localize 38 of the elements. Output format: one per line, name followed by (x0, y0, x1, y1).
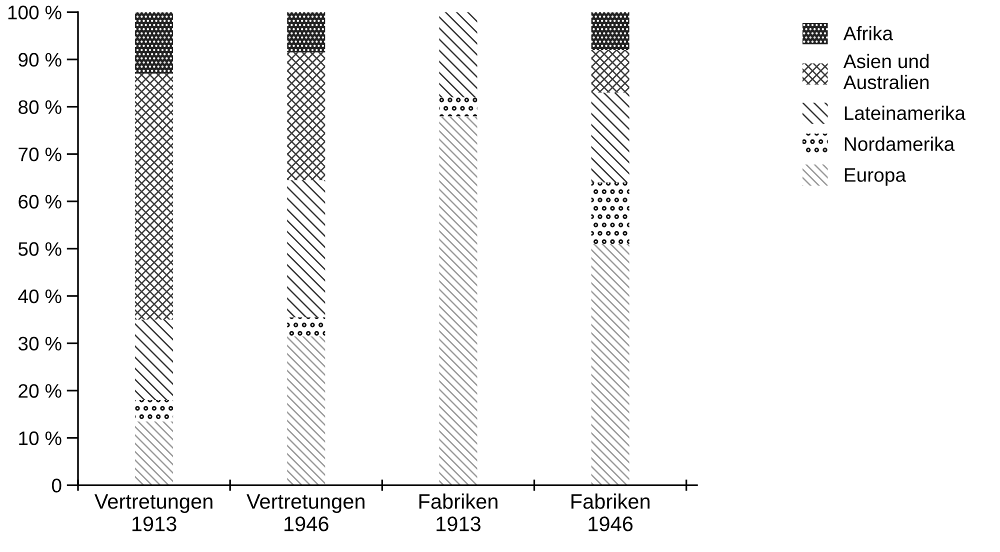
bar (135, 421, 174, 486)
x-tick-label: Fabriken 1913 (419, 494, 498, 532)
bar (591, 12, 630, 50)
legend-label: Lateinamerika (844, 106, 966, 120)
bar (287, 52, 326, 180)
y-tick-label: 90 % (18, 52, 62, 67)
bar (287, 317, 326, 336)
bar (287, 12, 326, 52)
bar (439, 12, 478, 98)
x-tick-label: Fabriken 1946 (571, 494, 650, 532)
legend-label: Europa (844, 168, 906, 186)
bar (591, 182, 630, 244)
legend-label: Nordamerika (844, 136, 955, 151)
legend-label: Asien und Australien (843, 54, 929, 90)
bar (439, 97, 478, 116)
x-tick-label: Vertretungen 1913 (94, 494, 212, 532)
bar (135, 400, 174, 422)
bar (439, 116, 478, 486)
y-tick-label: 40 % (18, 289, 62, 304)
bar (591, 92, 630, 182)
legend-label: Afrika (843, 26, 894, 40)
bar (591, 50, 630, 93)
y-tick-label: 70 % (18, 148, 62, 162)
y-tick-label: 20 % (18, 384, 62, 398)
y-tick-label: 100 % (8, 6, 62, 20)
bar (591, 244, 630, 486)
x-tick-label: Vertretungen 1946 (246, 494, 364, 532)
y-tick-label: 60 % (18, 194, 62, 209)
bar (287, 180, 326, 318)
bar (135, 12, 174, 74)
bar (135, 320, 174, 400)
bar (135, 74, 174, 320)
y-tick-label: 50 % (18, 242, 62, 256)
y-tick-label: 0 (52, 478, 62, 492)
y-tick-label: 80 % (18, 100, 62, 114)
bar (287, 336, 326, 486)
y-tick-label: 30 % (18, 336, 62, 351)
y-tick-label: 10 % (19, 431, 62, 446)
